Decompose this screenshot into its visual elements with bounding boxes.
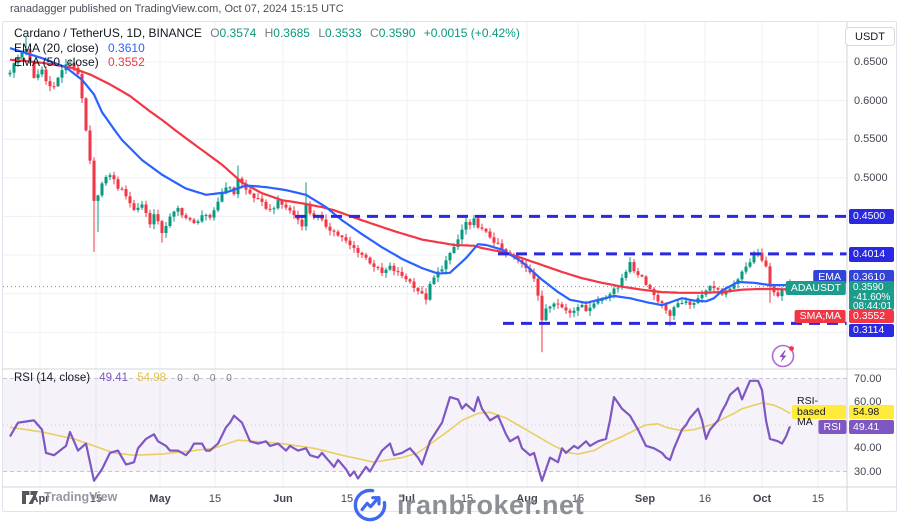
ema-value-tag: EMA xyxy=(813,270,846,284)
watermark-text: iranbroker.net xyxy=(397,489,585,520)
sma-value-value-badge: 0.3552 xyxy=(849,310,894,323)
time-tick-Sep[interactable]: Sep xyxy=(634,493,656,505)
ema20-line[interactable] xyxy=(9,47,790,307)
rsi-ma-value: 54.98 xyxy=(137,372,167,384)
ohlc-high-value: 0.3685 xyxy=(273,26,310,40)
ohlc-low-key: L xyxy=(318,26,325,40)
symbol-status-line[interactable]: Cardano / TetherUS, 1D, BINANCE O0.3574 … xyxy=(14,26,520,40)
rsi-extra-values: 0 0 0 0 xyxy=(177,373,236,384)
ohlc-close-value: 0.3590 xyxy=(378,26,416,40)
time-tick-Oct[interactable]: Oct xyxy=(752,493,772,505)
rsi-status-line[interactable]: RSI (14, close) 49.41 54.98 0 0 0 0 xyxy=(14,372,236,384)
time-tick-Aug[interactable]: Aug xyxy=(516,493,538,505)
time-tick-16[interactable]: 16 xyxy=(698,493,712,505)
ema50-label: EMA (50, close) xyxy=(14,55,99,69)
rsi-tick-60.00[interactable]: 60.00 xyxy=(854,395,882,408)
ema20-status-line[interactable]: EMA (20, close) 0.3610 xyxy=(14,41,145,55)
tradingview-brand-text: TradingView xyxy=(44,490,118,504)
price-tick-0.5000[interactable]: 0.5000 xyxy=(854,171,888,184)
rsi-value: 49.41 xyxy=(99,372,129,384)
price-tick-0.6500[interactable]: 0.6500 xyxy=(854,56,888,68)
time-tick-15[interactable]: 15 xyxy=(571,493,585,505)
time-tick-15[interactable]: 15 xyxy=(89,493,103,505)
time-tick-May[interactable]: May xyxy=(149,493,171,505)
time-tick-15[interactable]: 15 xyxy=(208,493,222,505)
tradingview-logo-icon xyxy=(22,490,38,504)
symbol-title[interactable]: Cardano / TetherUS, 1D, BINANCE xyxy=(14,26,202,40)
lightning-bolt-glyph xyxy=(779,350,787,363)
symbol-price-tag: ADAUSDT xyxy=(785,281,846,295)
rsi-tick-70.00[interactable]: 70.00 xyxy=(854,372,882,385)
rsi-line[interactable] xyxy=(9,379,792,482)
time-tick-15[interactable]: 15 xyxy=(340,493,354,505)
sma-value-tag: SMA;MA xyxy=(794,310,846,323)
watermark: iranbroker.net xyxy=(352,487,584,523)
tradingview-attribution[interactable]: TradingView xyxy=(22,490,117,504)
price-tick-0.6000[interactable]: 0.6000 xyxy=(854,94,888,107)
rsi-ma-badge-value: 54.98 xyxy=(849,405,894,419)
time-tick-15[interactable]: 15 xyxy=(460,493,474,505)
rsi-label: RSI (14, close) xyxy=(14,372,91,384)
rsi-ma-badge-tag: RSI-based MA xyxy=(792,396,846,428)
rsi-ma-line[interactable] xyxy=(9,402,791,463)
level-4014-value-badge: 0.4014 xyxy=(849,247,894,262)
ohlc-close-key: C xyxy=(370,26,379,40)
candlesticks xyxy=(8,35,792,353)
current-price-badge: 0.3590 -41.60% 08:44:01 xyxy=(849,281,894,311)
ohlc-open-value: 0.3574 xyxy=(219,26,257,40)
price-tick-0.5500[interactable]: 0.5500 xyxy=(854,133,888,146)
notification-dot xyxy=(789,346,794,351)
lightning-reaction-icon[interactable] xyxy=(769,342,797,370)
ema50-value: 0.3552 xyxy=(108,55,145,69)
rsi-tick-40.00[interactable]: 40.00 xyxy=(854,442,882,455)
currency-toggle-button[interactable]: USDT xyxy=(845,27,895,46)
level-3114-value-badge: 0.3114 xyxy=(849,324,894,337)
ohlc-high-key: H xyxy=(264,26,274,40)
rsi-badge-tag: RSI xyxy=(818,420,846,434)
ohlc-open-key: O xyxy=(210,26,220,40)
ema50-status-line[interactable]: EMA (50, close) 0.3552 xyxy=(14,55,145,69)
rsi-badge-value: 49.41 xyxy=(849,420,894,434)
rsi-tick-30.00[interactable]: 30.00 xyxy=(854,465,882,478)
ohlc-low-value: 0.3533 xyxy=(325,26,362,40)
chart-frame xyxy=(2,21,897,512)
ema50-line[interactable] xyxy=(9,58,791,294)
change-value: +0.0015 (+0.42%) xyxy=(423,26,520,40)
ema-value-value-badge: 0.3610 xyxy=(849,270,894,284)
attribution-line: ranadagger published on TradingView.com,… xyxy=(10,3,344,15)
ema20-label: EMA (20, close) xyxy=(14,41,99,55)
iranbroker-logo-icon xyxy=(353,488,387,522)
time-tick-Jun[interactable]: Jun xyxy=(273,493,293,505)
level-4500-value-badge: 0.4500 xyxy=(849,209,894,224)
time-tick-Jul[interactable]: Jul xyxy=(399,493,415,505)
time-tick-15[interactable]: 15 xyxy=(811,493,825,505)
ema20-value: 0.3610 xyxy=(108,41,145,55)
